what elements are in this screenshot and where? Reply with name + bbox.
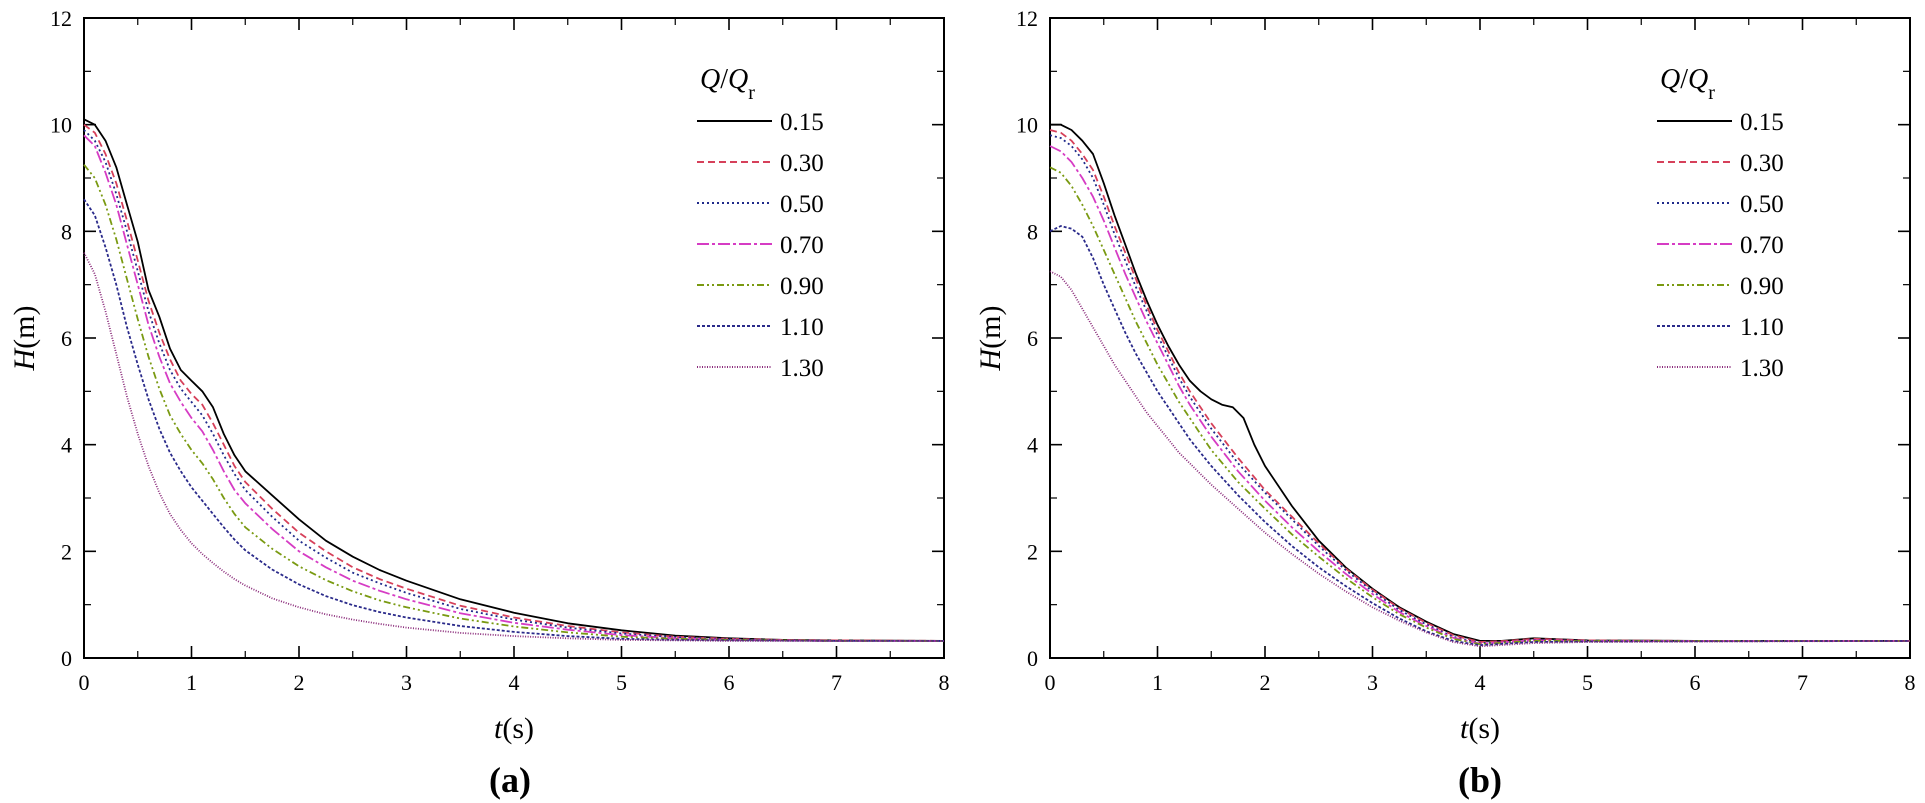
y-tick-label: 2 (1027, 539, 1038, 564)
x-tick-label: 1 (1152, 670, 1163, 695)
legend-label: 0.90 (1740, 273, 1784, 300)
chart-panel-1: 0 1 2 3 4 5 6 7 8024681012t(s)H(m)Q/Qr0.150.300.… (974, 6, 1916, 800)
y-axis-label: H(m) (974, 306, 1007, 372)
y-tick-label: 0 (61, 646, 72, 671)
panel-label: (b) (1458, 760, 1502, 800)
x-tick-label: 4 (509, 670, 520, 695)
legend-label: 1.10 (1740, 314, 1784, 341)
series-line-0.70 (1049, 145, 1910, 645)
legend-label: 0.30 (780, 150, 824, 177)
x-tick-label: 7 (831, 670, 842, 695)
y-tick-label: 4 (1027, 433, 1038, 458)
legend-label: 0.15 (1740, 109, 1784, 136)
series-line-0.70 (83, 134, 944, 642)
x-tick-label: 7 (1797, 670, 1808, 695)
x-tick-label: 8 (1905, 670, 1916, 695)
series-line-0.15 (83, 118, 945, 642)
legend-label: 0.70 (1740, 232, 1784, 259)
x-tick-label: 2 (294, 670, 305, 695)
legend-title: Q/Qr (1660, 64, 1715, 104)
legend-label: 0.50 (780, 191, 824, 218)
chart-panel-0: 0 1 2 3 4 5 6 7 8024681012t(s)H(m)Q/Qr0.150.300.… (8, 6, 950, 800)
series-line-0.90 (1049, 166, 1910, 645)
x-tick-label: 8 (939, 670, 950, 695)
series-line-0.30 (83, 123, 945, 642)
y-tick-label: 6 (61, 326, 72, 351)
series-line-0.90 (83, 164, 944, 642)
panel-label: (a) (489, 760, 531, 800)
x-tick-label: 0 (1045, 670, 1056, 695)
legend-label: 0.50 (1740, 191, 1784, 218)
x-tick-label: 5 (616, 670, 627, 695)
y-tick-label: 12 (1016, 6, 1038, 31)
series-line-1.10 (83, 198, 944, 642)
series-line-1.30 (83, 252, 944, 642)
x-tick-label: 6 (724, 670, 735, 695)
series-line-0.15 (1050, 123, 1910, 642)
x-tick-label: 6 (1690, 670, 1701, 695)
y-axis-label: H(m) (8, 306, 41, 372)
x-tick-label: 4 (1475, 670, 1486, 695)
legend-label: 0.30 (1740, 150, 1784, 177)
x-tick-label: 2 (1260, 670, 1271, 695)
y-tick-label: 4 (61, 433, 72, 458)
legend-label: 1.30 (780, 355, 824, 382)
y-tick-label: 8 (61, 219, 72, 244)
series-line-1.30 (1049, 270, 1911, 648)
y-tick-label: 10 (1016, 113, 1038, 138)
series-line-0.50 (1049, 134, 1910, 644)
y-tick-label: 2 (61, 539, 72, 564)
y-tick-label: 12 (50, 6, 72, 31)
y-tick-label: 8 (1027, 219, 1038, 244)
legend-title: Q/Qr (700, 64, 755, 104)
y-tick-label: 10 (50, 113, 72, 138)
x-tick-label: 0 (79, 670, 90, 695)
legend-label: 0.15 (780, 109, 824, 136)
x-tick-label: 5 (1582, 670, 1593, 695)
series-line-0.30 (1049, 129, 1910, 643)
x-tick-label: 1 (186, 670, 197, 695)
y-tick-label: 6 (1027, 326, 1038, 351)
series-line-1.10 (1049, 225, 1911, 647)
legend-label: 0.70 (780, 232, 824, 259)
x-axis-label: t(s) (1460, 712, 1500, 745)
x-tick-label: 3 (401, 670, 412, 695)
legend-label: 1.10 (780, 314, 824, 341)
x-axis-label: t(s) (494, 712, 534, 745)
legend-label: 0.90 (780, 273, 824, 300)
legend-label: 1.30 (1740, 355, 1784, 382)
x-tick-label: 3 (1367, 670, 1378, 695)
y-tick-label: 0 (1027, 646, 1038, 671)
